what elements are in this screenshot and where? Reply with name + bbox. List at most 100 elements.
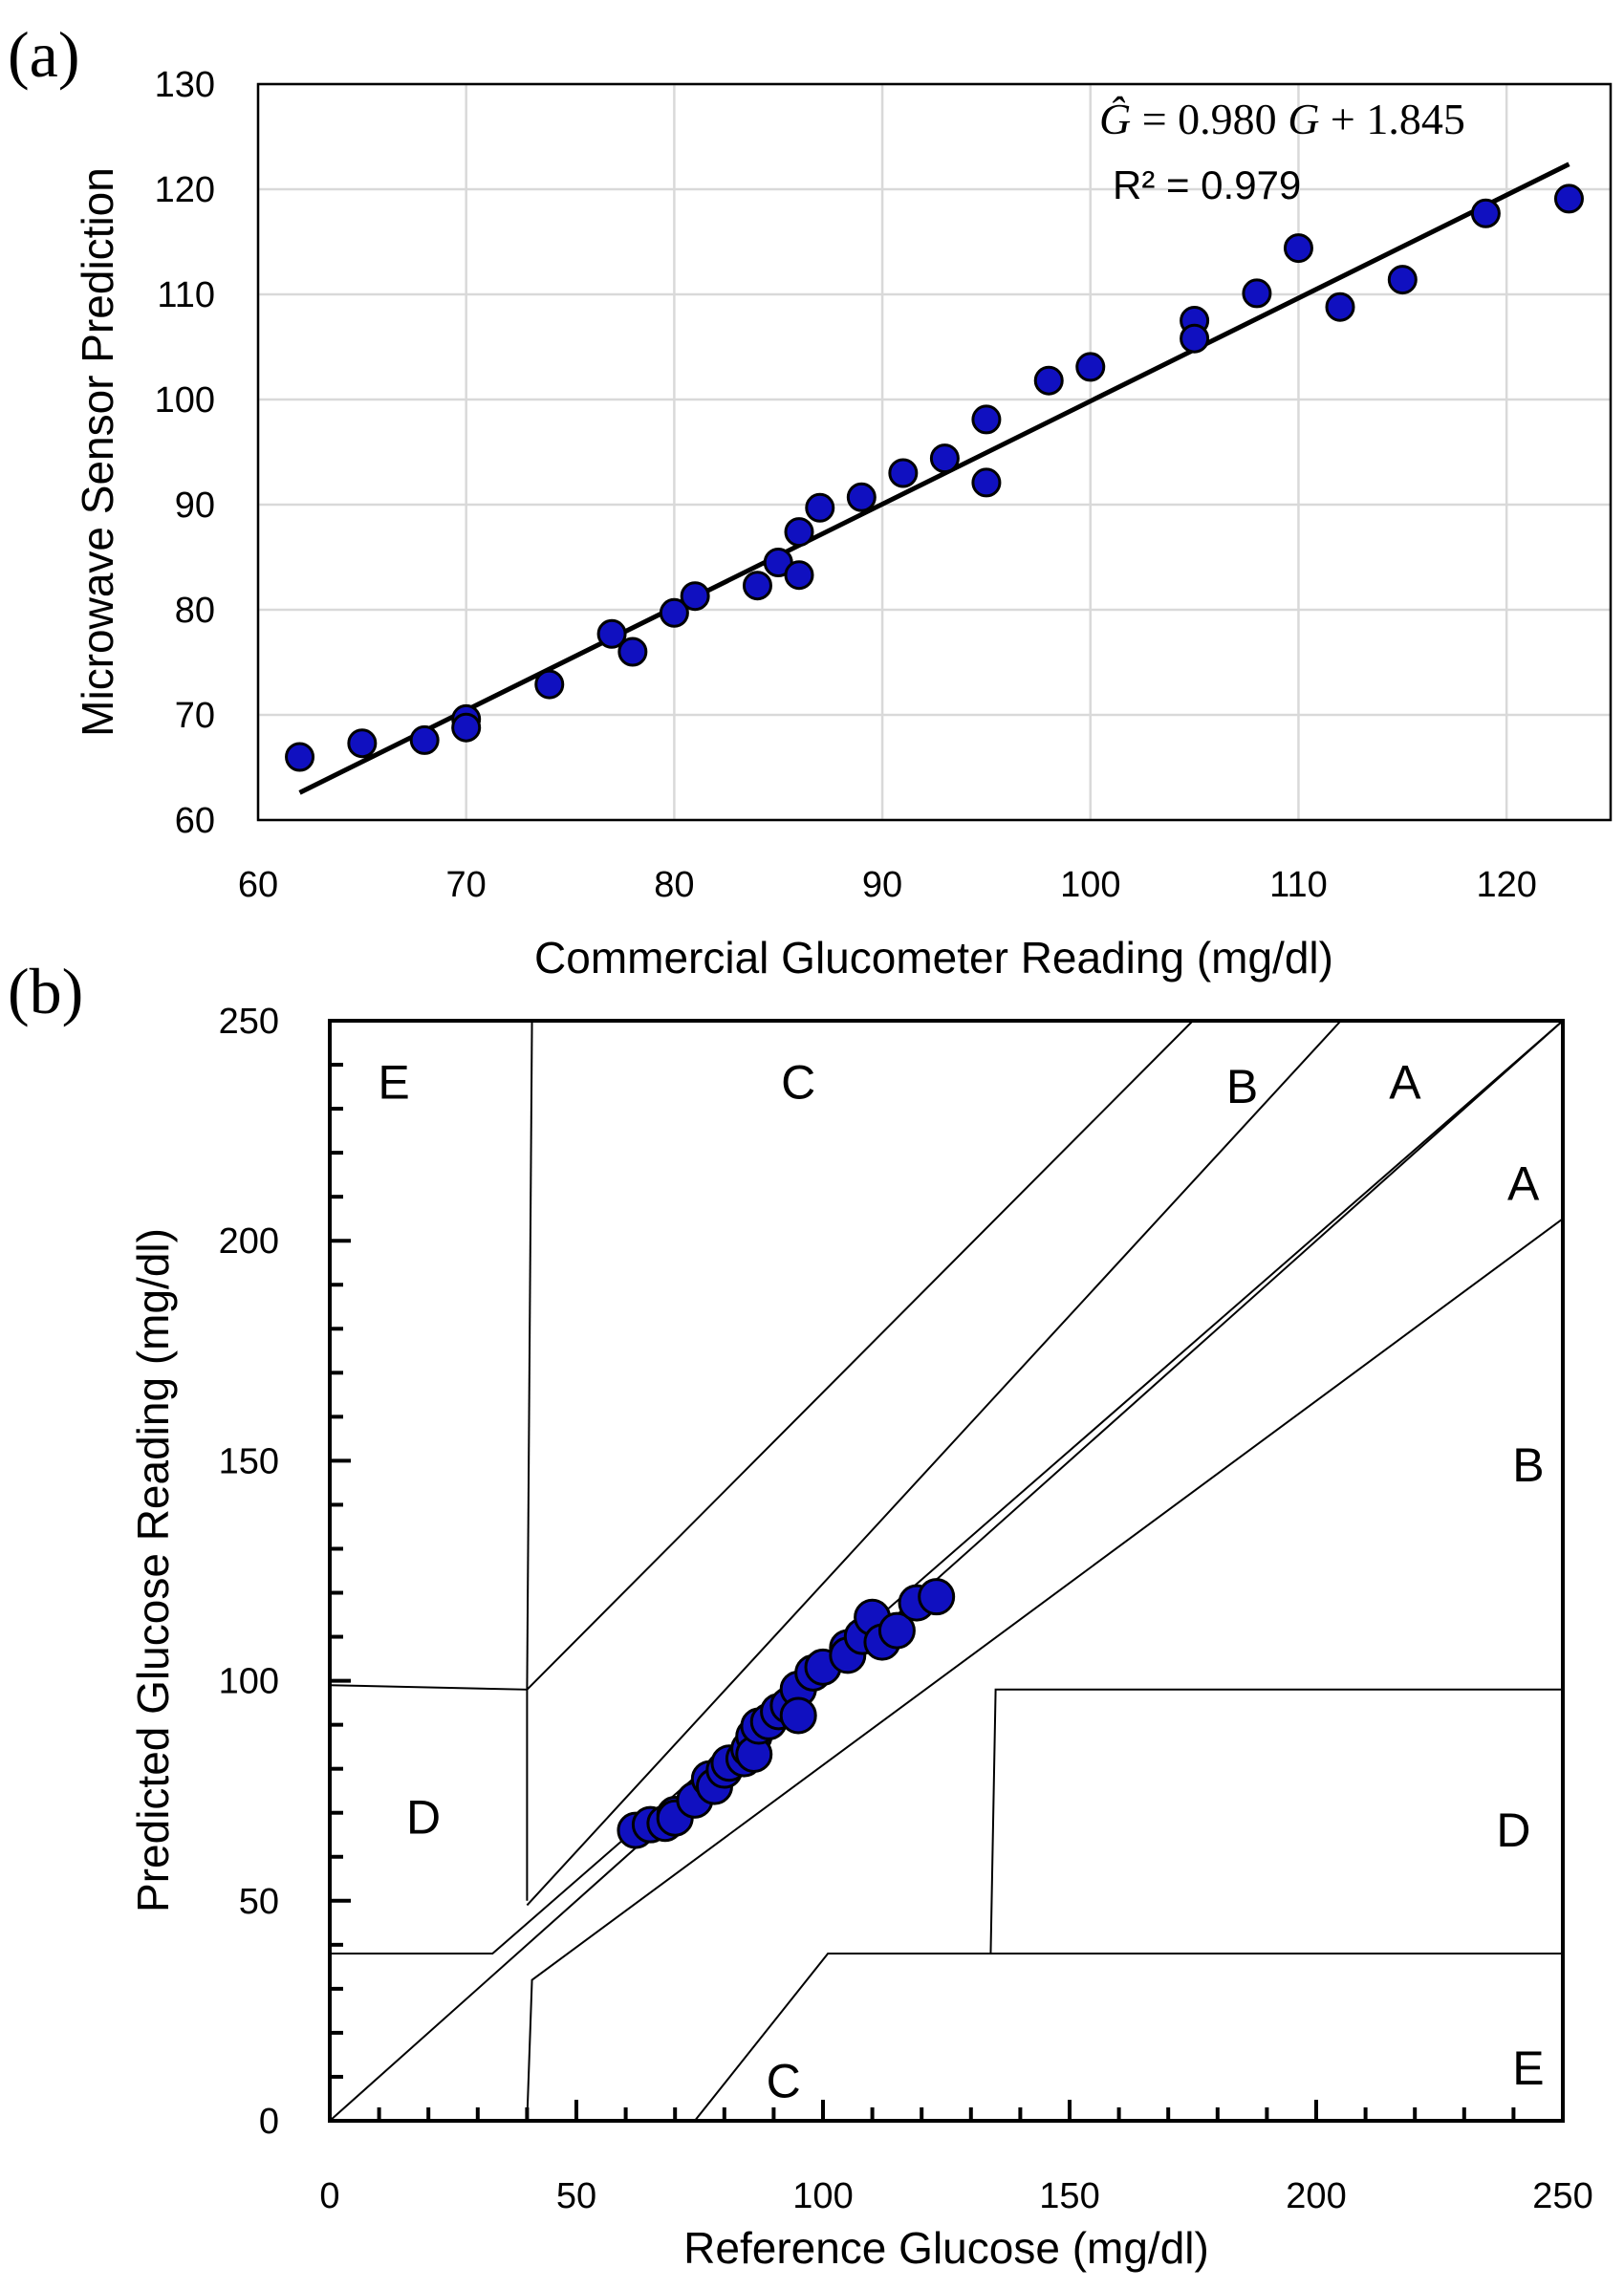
panel-a-label: (a) <box>8 18 79 91</box>
panel-b-label: (b) <box>8 955 83 1027</box>
a-data-point <box>659 597 689 628</box>
b-y-tick-label: 250 <box>219 1002 279 1042</box>
b-y-tick-labels: 0 50 100 150 200 250 <box>219 1002 279 2142</box>
a-y-tick-label: 130 <box>155 65 215 105</box>
b-zone-boundary <box>526 1020 1194 1691</box>
b-zone-label: B <box>1226 1060 1258 1113</box>
b-x-tick-label: 100 <box>792 2176 853 2216</box>
a-data-point <box>1325 292 1355 322</box>
a-data-point <box>888 458 919 488</box>
b-zone-label: D <box>406 1790 441 1844</box>
a-data-point <box>347 728 378 759</box>
a-y-tick-label: 80 <box>175 591 215 631</box>
a-x-tick-label: 110 <box>1269 865 1328 905</box>
b-data-point <box>779 1696 817 1735</box>
b-zone-label: A <box>1389 1055 1421 1109</box>
b-x-tick-label: 50 <box>556 2176 596 2216</box>
a-x-tick-label: 90 <box>862 865 902 905</box>
a-equation-mid: = 0.980 <box>1131 95 1288 143</box>
a-data-point <box>451 712 482 743</box>
a-data-point <box>1075 352 1106 382</box>
b-x-tick-label: 150 <box>1039 2176 1099 2216</box>
a-y-tick-label: 90 <box>175 486 215 526</box>
a-x-tick-label: 60 <box>238 865 278 905</box>
b-y-tick-label: 50 <box>239 1882 279 1922</box>
panel-b: (b) E C B A A B D D E C 0 50 100 150 200 250 0 50 100 150… <box>8 955 1593 2273</box>
b-y-tick-label: 100 <box>219 1662 279 1702</box>
a-data-point <box>971 404 1002 435</box>
a-x-tick-label: 120 <box>1476 865 1536 905</box>
a-gridlines <box>256 82 1611 822</box>
b-zone-boundary <box>526 1020 533 1690</box>
b-zone-label: E <box>1512 2041 1544 2095</box>
b-x-tick-label: 200 <box>1286 2176 1346 2216</box>
a-data-point <box>784 517 814 548</box>
a-data-point <box>1283 233 1313 264</box>
b-zone-label: D <box>1496 1803 1530 1857</box>
a-regression-line <box>298 162 1570 795</box>
a-data-point <box>1387 265 1418 295</box>
a-data-point <box>784 560 814 591</box>
a-plot-frame <box>256 82 1613 822</box>
a-data-point <box>534 669 565 700</box>
a-y-axis-label: Microwave Sensor Prediction <box>73 167 122 737</box>
a-data-point <box>742 571 772 601</box>
a-x-tick-labels: 60 70 80 90 100 110 120 <box>238 865 1537 905</box>
b-zone-boundary <box>989 1688 1563 1954</box>
b-y-tick-label: 150 <box>219 1441 279 1481</box>
a-x-tick-label: 100 <box>1060 865 1120 905</box>
b-y-tick-label: 200 <box>219 1221 279 1262</box>
a-data-point <box>680 581 710 612</box>
a-data-point <box>1553 184 1584 214</box>
b-x-tick-label: 250 <box>1532 2176 1592 2216</box>
a-y-tick-label: 70 <box>175 696 215 736</box>
a-y-tick-labels: 60 70 80 90 100 110 120 130 <box>155 65 215 841</box>
a-x-tick-label: 70 <box>446 865 487 905</box>
a-data-point <box>929 443 960 474</box>
a-y-tick-label: 120 <box>155 170 215 210</box>
a-equation-lhs: Ĝ <box>1099 95 1131 143</box>
b-zone-boundary <box>330 1020 1564 1955</box>
a-equation-var: G <box>1288 95 1319 143</box>
a-data-point <box>409 724 440 755</box>
a-y-tick-label: 100 <box>155 380 215 421</box>
a-data-point <box>1470 198 1501 228</box>
a-x-axis-label: Commercial Glucometer Reading (mg/dl) <box>534 933 1333 983</box>
b-zone-label: A <box>1507 1156 1540 1210</box>
a-data-point <box>617 637 648 667</box>
b-zone-labels: E C B A A B D D E C <box>378 1055 1544 2107</box>
b-x-axis-label: Reference Glucose (mg/dl) <box>683 2223 1209 2273</box>
b-tick-marks <box>330 1063 1516 2121</box>
b-zone-boundary <box>694 1953 1563 2122</box>
a-data-point <box>1033 365 1064 396</box>
b-zone-boundary <box>526 1218 1564 2122</box>
a-y-tick-label: 60 <box>175 801 215 841</box>
b-zone-boundary <box>329 1020 1564 2122</box>
b-y-tick-label: 0 <box>259 2102 279 2142</box>
a-y-tick-label: 110 <box>157 275 215 315</box>
b-x-tick-label: 0 <box>319 2176 339 2216</box>
a-data-point <box>285 742 315 772</box>
a-equation: Ĝ = 0.980 G + 1.845 <box>1099 95 1465 143</box>
a-data-points <box>285 184 1584 772</box>
b-data-points <box>617 1578 956 1849</box>
b-zone-label: C <box>781 1055 815 1109</box>
a-data-point <box>596 618 627 649</box>
a-data-point <box>846 482 877 512</box>
a-data-point <box>1180 323 1210 354</box>
a-x-tick-label: 80 <box>654 865 694 905</box>
a-data-point <box>1242 278 1272 309</box>
b-zone-label: B <box>1512 1438 1544 1492</box>
b-zone-label: E <box>378 1055 409 1109</box>
b-zone-label: C <box>767 2055 801 2108</box>
panel-a: (a) 60 70 80 90 100 110 120 60 70 80 90 100 110 120 1… <box>8 18 1613 983</box>
b-zone-lines <box>329 1020 1564 2122</box>
a-equation-rest: + 1.845 <box>1319 95 1464 143</box>
b-zone-boundary <box>526 1020 1342 1907</box>
b-data-point <box>918 1578 956 1616</box>
a-r-squared: R² = 0.979 <box>1113 162 1301 207</box>
a-data-point <box>971 467 1002 498</box>
b-plot-frame <box>328 1019 1565 2123</box>
b-x-tick-labels: 0 50 100 150 200 250 <box>319 2176 1592 2216</box>
